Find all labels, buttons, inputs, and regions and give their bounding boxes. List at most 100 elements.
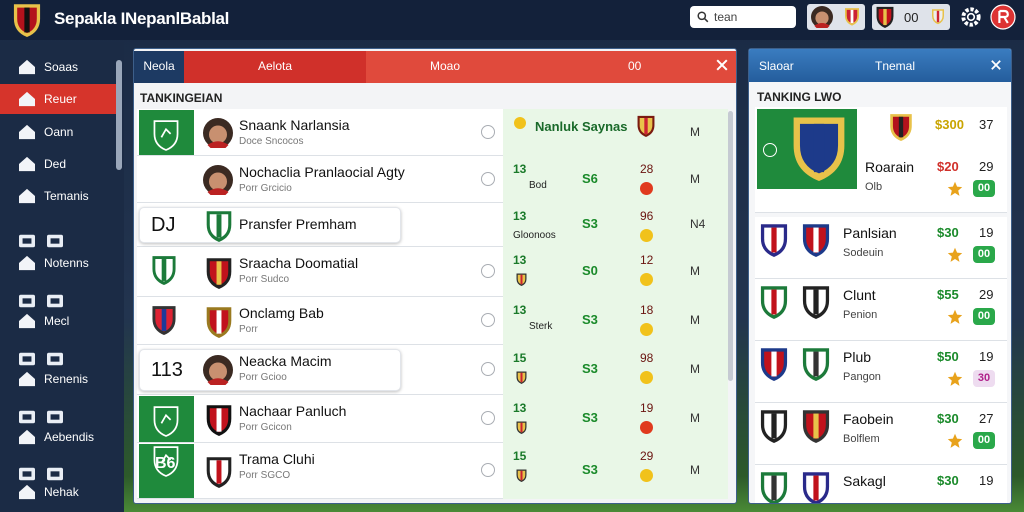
crest: [760, 224, 788, 257]
team-row[interactable]: Snaank Narlansia Doce Sncocos Nanluk Sayna…: [137, 109, 728, 156]
stat-num: 13: [513, 303, 527, 317]
nav-item[interactable]: Reuer: [0, 84, 116, 114]
tab-label[interactable]: Neola: [143, 59, 175, 73]
nav-icon: [19, 429, 35, 445]
nav-label: Ded: [44, 157, 67, 171]
tab-bg[interactable]: [366, 51, 736, 83]
team-name: Pransfer Premham: [239, 216, 357, 232]
nav-icon-shape: [19, 429, 35, 445]
avatar-shirt: [207, 187, 229, 195]
club-block: [139, 110, 194, 155]
star: [947, 181, 963, 196]
team-row[interactable]: Onclamg Bab Porr 13 Sterk S3 18 M: [137, 297, 728, 345]
team-sub: Penion: [843, 309, 878, 321]
ranking-panel: Neola Aelota Moao 00 TANKINGEIAN Snaank Narla…: [133, 48, 737, 504]
standing-row[interactable]: Plub Pangon $50 19 30: [755, 341, 1007, 403]
crest: [802, 348, 830, 381]
tab-bg[interactable]: [184, 51, 366, 83]
stat-mark: M: [690, 264, 700, 278]
standing-row[interactable]: Faobein Bolflem $30 27 00: [755, 403, 1007, 465]
nav-icon: [19, 91, 35, 107]
nav-icon: [19, 294, 35, 308]
stat-score: 28: [640, 162, 654, 176]
row-badge: B6: [155, 455, 176, 472]
team-badge: 00: [973, 308, 995, 325]
crest-stripe: [161, 259, 167, 281]
nav-icon: [19, 410, 35, 424]
nav-item[interactable]: Oann: [0, 117, 116, 147]
stat-score: 29: [640, 449, 654, 463]
nav-item[interactable]: Soaas: [0, 52, 116, 82]
crest: [13, 4, 41, 37]
nav-icon-shape: [19, 188, 35, 204]
close-button[interactable]: [714, 57, 730, 73]
standing-row[interactable]: Sakagl $30 19: [755, 465, 1007, 503]
settings-icon[interactable]: [960, 6, 982, 28]
dot: [640, 323, 653, 336]
search-box[interactable]: tean: [690, 6, 796, 28]
tab-label[interactable]: Moao: [430, 59, 461, 73]
close-button[interactable]: [989, 58, 1003, 72]
dot: [640, 273, 653, 286]
avatar: [811, 6, 833, 28]
nav-icon-cut: [50, 298, 60, 304]
nav-item[interactable]: Temanis: [0, 181, 116, 211]
handle: [703, 17, 709, 23]
gear-ring: [961, 7, 981, 27]
club-chip[interactable]: 00: [872, 4, 950, 30]
avatar-shirt: [207, 378, 229, 385]
crest-stripe: [520, 274, 523, 285]
team-row[interactable]: Nochaclia Pranlaocial Agty Porr Grcicio 13…: [137, 156, 728, 203]
nav-item[interactable]: Ded: [0, 149, 116, 179]
club-badge: 00: [904, 10, 919, 25]
dot: [481, 124, 495, 139]
power-icon[interactable]: [990, 4, 1016, 30]
featured-row[interactable]: $300 37 Roarain Olb $20 29 00: [755, 107, 1007, 213]
nav-item[interactable]: Nehak: [0, 477, 116, 507]
emblem: [153, 406, 179, 437]
crest: [760, 472, 788, 503]
dot: [481, 171, 495, 186]
avatar-face: [209, 362, 227, 381]
star-shape: [947, 371, 963, 386]
crest-stripe: [813, 289, 819, 315]
team-sub: Bolflem: [843, 433, 880, 445]
standing-row[interactable]: Panlsian Sodeuin $30 19 00: [755, 217, 1007, 279]
tab-label[interactable]: Slaoar: [759, 59, 794, 73]
tab-bg[interactable]: [134, 51, 184, 83]
dot: [481, 313, 495, 327]
nav-icon-cut: [50, 356, 60, 362]
crest: [845, 8, 859, 26]
standing-row[interactable]: Clunt Penion $55 29 00: [755, 279, 1007, 341]
standings-panel: Slaoar Tnemal TANKING LWO $300 37 Roarain Olb $…: [748, 48, 1012, 504]
featured-club: [757, 109, 857, 189]
team-price: $30: [937, 411, 959, 426]
nav-item[interactable]: Aebendis: [0, 422, 116, 452]
nav-item[interactable]: Notenns: [0, 248, 116, 278]
badge-card: [139, 207, 401, 243]
team-row[interactable]: B6 Trama Cluhi Porr SGCO 15 S3 29 M: [137, 443, 728, 499]
tab-label[interactable]: 00: [628, 59, 642, 73]
sidebar-scroll: [116, 60, 122, 170]
crest: [516, 273, 527, 286]
crest-stripe: [216, 214, 222, 238]
team-row[interactable]: DJ Pransfer Premham 13 Gloonoos S3 96 N4: [137, 203, 728, 247]
nav-item[interactable]: Renenis: [0, 364, 116, 394]
crest: [206, 258, 232, 289]
stat-mark: N4: [690, 217, 706, 231]
tab-label[interactable]: Tnemal: [875, 59, 916, 73]
dot: [640, 182, 653, 195]
nav-icon-cut: [22, 238, 32, 244]
team-row[interactable]: Nachaar Panluch Porr Gcicon 13 S3 19 M: [137, 395, 728, 443]
crest: [802, 286, 830, 319]
stats-area: [503, 156, 728, 203]
team-row[interactable]: Sraacha Doomatial Porr Sudco 13 S0 12 M: [137, 247, 728, 297]
user-chip[interactable]: [807, 4, 865, 30]
crest: [802, 224, 830, 257]
close-icon: [991, 60, 1001, 70]
nav-item[interactable]: Mecl: [0, 306, 116, 336]
tab-label[interactable]: Aelota: [257, 59, 293, 73]
crest-stripe: [771, 227, 777, 253]
team-row[interactable]: 113 Neacka Macim Porr Gcioo 15 S3 98 M: [137, 345, 728, 395]
